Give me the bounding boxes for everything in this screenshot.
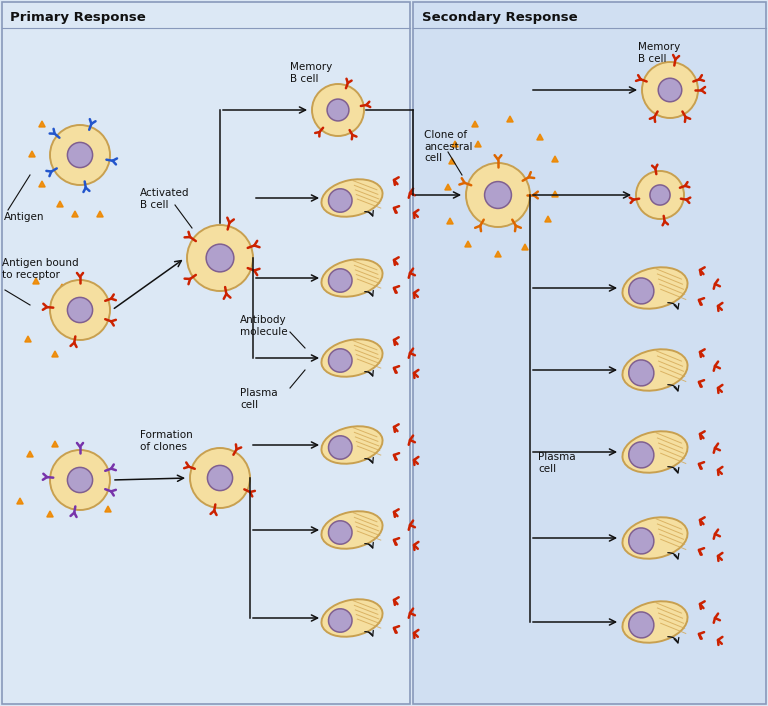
Circle shape: [190, 448, 250, 508]
Polygon shape: [495, 251, 502, 257]
Text: Plasma
cell: Plasma cell: [240, 388, 277, 409]
Polygon shape: [445, 184, 451, 190]
Text: Antigen: Antigen: [4, 212, 45, 222]
Circle shape: [327, 99, 349, 121]
Polygon shape: [33, 278, 39, 284]
Polygon shape: [71, 211, 78, 217]
Ellipse shape: [329, 436, 352, 459]
Circle shape: [68, 467, 93, 493]
Circle shape: [485, 181, 511, 208]
Ellipse shape: [322, 179, 382, 217]
Polygon shape: [465, 241, 472, 247]
Polygon shape: [47, 511, 53, 517]
Polygon shape: [59, 284, 65, 290]
FancyBboxPatch shape: [2, 2, 410, 704]
Polygon shape: [97, 211, 103, 217]
Polygon shape: [452, 141, 458, 147]
Text: Memory
B cell: Memory B cell: [290, 62, 333, 83]
Ellipse shape: [629, 528, 654, 554]
Polygon shape: [102, 481, 108, 487]
Ellipse shape: [622, 602, 687, 642]
Polygon shape: [25, 336, 31, 342]
Polygon shape: [51, 351, 58, 357]
Polygon shape: [472, 121, 478, 127]
Ellipse shape: [629, 442, 654, 468]
Circle shape: [187, 225, 253, 291]
Circle shape: [206, 244, 234, 272]
Text: Antigen bound
to receptor: Antigen bound to receptor: [2, 258, 78, 280]
Text: Plasma
cell: Plasma cell: [538, 452, 576, 474]
Polygon shape: [475, 141, 482, 147]
Polygon shape: [449, 158, 455, 164]
Ellipse shape: [329, 269, 352, 292]
Ellipse shape: [329, 189, 352, 213]
Ellipse shape: [629, 360, 654, 386]
Polygon shape: [39, 181, 45, 187]
Ellipse shape: [622, 517, 687, 558]
Ellipse shape: [329, 349, 352, 372]
Circle shape: [68, 297, 93, 323]
Polygon shape: [507, 116, 513, 122]
Circle shape: [50, 280, 110, 340]
Text: Secondary Response: Secondary Response: [422, 11, 578, 25]
Ellipse shape: [629, 278, 654, 304]
Polygon shape: [39, 121, 45, 127]
Text: Memory
B cell: Memory B cell: [638, 42, 680, 64]
Ellipse shape: [322, 511, 382, 549]
Circle shape: [642, 62, 698, 118]
Ellipse shape: [629, 612, 654, 638]
Ellipse shape: [329, 609, 352, 632]
Circle shape: [636, 171, 684, 219]
Circle shape: [466, 163, 530, 227]
Ellipse shape: [322, 599, 382, 637]
Polygon shape: [29, 151, 35, 157]
Circle shape: [658, 78, 682, 102]
Polygon shape: [545, 216, 551, 222]
Text: Formation
of clones: Formation of clones: [140, 430, 193, 452]
Ellipse shape: [622, 349, 687, 390]
Circle shape: [50, 450, 110, 510]
Ellipse shape: [329, 521, 352, 544]
Polygon shape: [27, 451, 33, 457]
FancyBboxPatch shape: [413, 2, 766, 704]
Circle shape: [68, 143, 93, 167]
Ellipse shape: [322, 426, 382, 464]
Polygon shape: [57, 201, 63, 207]
Polygon shape: [551, 156, 558, 162]
Ellipse shape: [622, 431, 687, 473]
Text: Primary Response: Primary Response: [10, 11, 146, 25]
Ellipse shape: [322, 259, 382, 297]
Polygon shape: [521, 244, 528, 250]
Polygon shape: [537, 134, 543, 140]
Text: Clone of
ancestral
cell: Clone of ancestral cell: [424, 130, 472, 163]
Polygon shape: [51, 441, 58, 447]
Text: Antibody
molecule: Antibody molecule: [240, 315, 288, 337]
Polygon shape: [447, 218, 453, 224]
Polygon shape: [17, 498, 23, 504]
Circle shape: [207, 465, 233, 491]
Circle shape: [650, 185, 670, 205]
Polygon shape: [102, 314, 108, 320]
Ellipse shape: [322, 340, 382, 377]
Circle shape: [50, 125, 110, 185]
Ellipse shape: [622, 268, 687, 309]
Polygon shape: [104, 506, 111, 512]
Circle shape: [312, 84, 364, 136]
Polygon shape: [551, 191, 558, 197]
Text: Activated
B cell: Activated B cell: [140, 188, 190, 210]
